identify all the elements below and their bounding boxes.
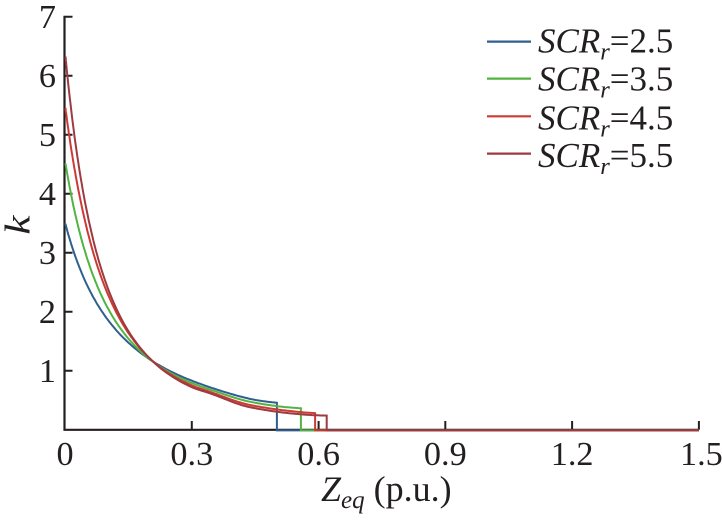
svg-text:5: 5 xyxy=(39,117,56,154)
svg-text:3: 3 xyxy=(39,235,56,272)
svg-text:SCRr=4.5: SCRr=4.5 xyxy=(538,99,673,143)
svg-text:1.2: 1.2 xyxy=(551,436,594,473)
svg-text:0.9: 0.9 xyxy=(424,436,467,473)
svg-text:2: 2 xyxy=(39,294,56,331)
svg-text:0.6: 0.6 xyxy=(297,436,340,473)
svg-text:6: 6 xyxy=(39,58,56,95)
svg-text:k: k xyxy=(0,214,38,235)
svg-text:1: 1 xyxy=(39,353,56,390)
svg-text:1.5: 1.5 xyxy=(680,436,722,473)
svg-text:SCRr=2.5: SCRr=2.5 xyxy=(538,22,673,66)
svg-text:7: 7 xyxy=(39,0,56,36)
svg-text:0.3: 0.3 xyxy=(170,436,213,473)
svg-text:4: 4 xyxy=(39,176,56,213)
svg-text:0: 0 xyxy=(56,436,73,473)
svg-text:Zeq (p.u.): Zeq (p.u.) xyxy=(321,469,452,514)
svg-text:SCRr=5.5: SCRr=5.5 xyxy=(538,136,673,180)
svg-text:SCRr=3.5: SCRr=3.5 xyxy=(538,60,673,104)
